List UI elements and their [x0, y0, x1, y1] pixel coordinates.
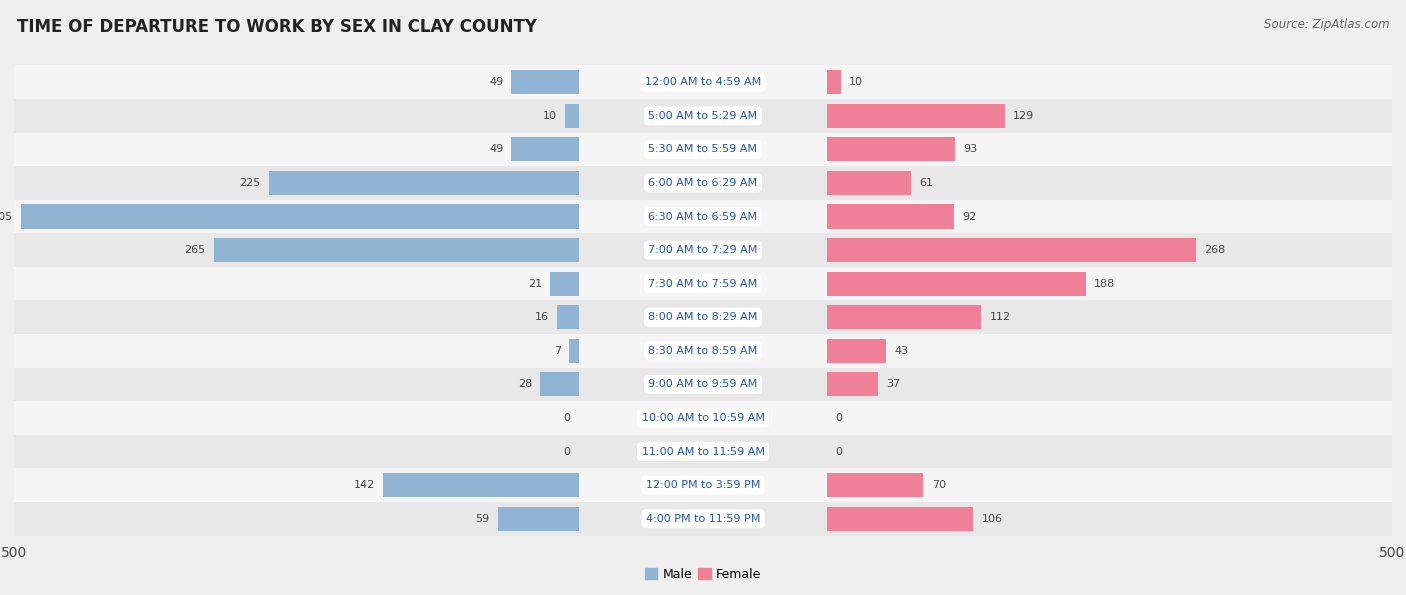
- Bar: [14, 435, 1392, 468]
- Bar: [14, 300, 1392, 334]
- Bar: [14, 368, 1392, 401]
- Text: 5:30 AM to 5:59 AM: 5:30 AM to 5:59 AM: [648, 145, 758, 154]
- Text: 92: 92: [962, 212, 976, 221]
- Text: 61: 61: [920, 178, 934, 188]
- Text: Source: ZipAtlas.com: Source: ZipAtlas.com: [1264, 18, 1389, 31]
- Bar: [214, 238, 579, 262]
- Bar: [827, 205, 953, 228]
- Bar: [498, 506, 579, 531]
- Text: 0: 0: [564, 447, 571, 456]
- Text: 9:00 AM to 9:59 AM: 9:00 AM to 9:59 AM: [648, 380, 758, 389]
- Text: 49: 49: [489, 145, 503, 154]
- Bar: [565, 104, 579, 128]
- Bar: [827, 137, 955, 161]
- Text: 405: 405: [0, 212, 13, 221]
- Bar: [14, 334, 1392, 368]
- Bar: [827, 104, 1005, 128]
- Text: 93: 93: [963, 145, 977, 154]
- Text: 12:00 PM to 3:59 PM: 12:00 PM to 3:59 PM: [645, 480, 761, 490]
- Bar: [827, 506, 973, 531]
- Text: 268: 268: [1205, 245, 1226, 255]
- Bar: [827, 339, 886, 363]
- Bar: [569, 339, 579, 363]
- Text: 10: 10: [849, 77, 863, 87]
- Bar: [14, 99, 1392, 133]
- Text: 16: 16: [534, 312, 548, 322]
- Legend: Male, Female: Male, Female: [640, 563, 766, 585]
- Text: 106: 106: [981, 513, 1002, 524]
- Text: 5:00 AM to 5:29 AM: 5:00 AM to 5:29 AM: [648, 111, 758, 121]
- Text: 142: 142: [354, 480, 375, 490]
- Text: 37: 37: [886, 380, 900, 389]
- Text: 0: 0: [564, 413, 571, 423]
- Text: 112: 112: [990, 312, 1011, 322]
- Text: 8:00 AM to 8:29 AM: 8:00 AM to 8:29 AM: [648, 312, 758, 322]
- Text: 129: 129: [1012, 111, 1035, 121]
- Text: 6:00 AM to 6:29 AM: 6:00 AM to 6:29 AM: [648, 178, 758, 188]
- Text: 8:30 AM to 8:59 AM: 8:30 AM to 8:59 AM: [648, 346, 758, 356]
- Bar: [14, 267, 1392, 300]
- Text: 7: 7: [554, 346, 561, 356]
- Bar: [827, 70, 841, 95]
- Text: TIME OF DEPARTURE TO WORK BY SEX IN CLAY COUNTY: TIME OF DEPARTURE TO WORK BY SEX IN CLAY…: [17, 18, 537, 36]
- Bar: [827, 473, 924, 497]
- Text: 11:00 AM to 11:59 AM: 11:00 AM to 11:59 AM: [641, 447, 765, 456]
- Bar: [21, 205, 579, 228]
- Bar: [827, 271, 1085, 296]
- Text: 10:00 AM to 10:59 AM: 10:00 AM to 10:59 AM: [641, 413, 765, 423]
- Text: 4:00 PM to 11:59 PM: 4:00 PM to 11:59 PM: [645, 513, 761, 524]
- Bar: [827, 238, 1197, 262]
- Text: 0: 0: [835, 447, 842, 456]
- Bar: [14, 166, 1392, 200]
- Text: 265: 265: [184, 245, 205, 255]
- Text: 28: 28: [517, 380, 531, 389]
- Bar: [827, 171, 911, 195]
- Text: 0: 0: [835, 413, 842, 423]
- Text: 225: 225: [239, 178, 260, 188]
- Bar: [14, 200, 1392, 233]
- Text: 7:30 AM to 7:59 AM: 7:30 AM to 7:59 AM: [648, 278, 758, 289]
- Bar: [14, 468, 1392, 502]
- Text: 59: 59: [475, 513, 489, 524]
- Bar: [14, 65, 1392, 99]
- Text: 49: 49: [489, 77, 503, 87]
- Bar: [14, 401, 1392, 435]
- Text: 6:30 AM to 6:59 AM: 6:30 AM to 6:59 AM: [648, 212, 758, 221]
- Bar: [827, 305, 981, 330]
- Text: 43: 43: [894, 346, 908, 356]
- Bar: [14, 133, 1392, 166]
- Bar: [827, 372, 877, 396]
- Text: 188: 188: [1094, 278, 1115, 289]
- Text: 21: 21: [527, 278, 541, 289]
- Text: 70: 70: [932, 480, 946, 490]
- Text: 10: 10: [543, 111, 557, 121]
- Bar: [14, 502, 1392, 536]
- Bar: [384, 473, 579, 497]
- Bar: [550, 271, 579, 296]
- Text: 12:00 AM to 4:59 AM: 12:00 AM to 4:59 AM: [645, 77, 761, 87]
- Bar: [557, 305, 579, 330]
- Text: 7:00 AM to 7:29 AM: 7:00 AM to 7:29 AM: [648, 245, 758, 255]
- Bar: [14, 233, 1392, 267]
- Bar: [269, 171, 579, 195]
- Bar: [540, 372, 579, 396]
- Bar: [512, 137, 579, 161]
- Bar: [512, 70, 579, 95]
